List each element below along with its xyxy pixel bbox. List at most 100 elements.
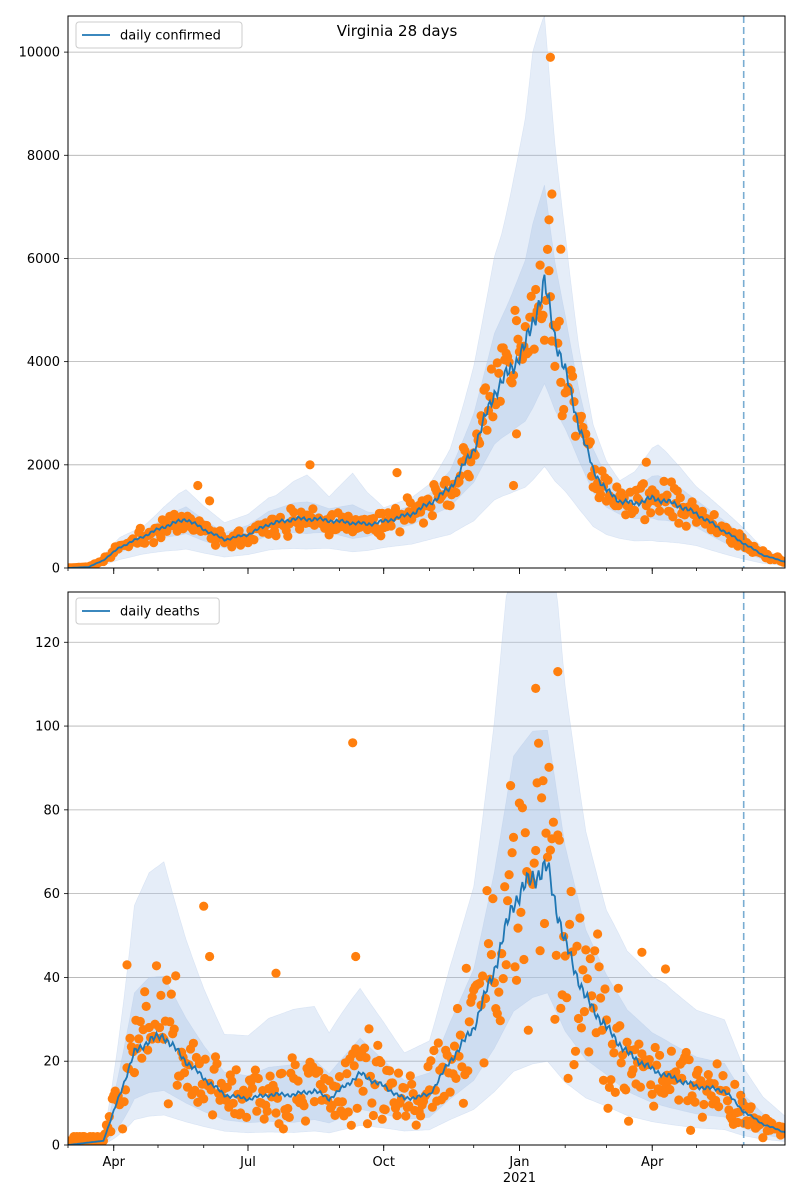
- xtick-label: Oct: [372, 1155, 394, 1170]
- deaths-plot-area: [68, 592, 785, 1145]
- confirmed-data-point: [205, 496, 215, 506]
- deaths-data-point: [359, 1043, 370, 1053]
- confirmed-data-point: [638, 479, 649, 489]
- confirmed-data-point: [675, 493, 685, 503]
- deaths-data-point: [165, 1017, 175, 1027]
- confirmed-data-point: [510, 305, 520, 315]
- deaths-data-point: [637, 947, 647, 957]
- confirmed-data-point: [681, 521, 691, 531]
- deaths-data-point: [278, 1124, 288, 1134]
- deaths-data-point: [182, 1082, 193, 1092]
- deaths-data-point: [674, 1095, 684, 1105]
- deaths-data-point: [210, 1052, 221, 1062]
- confirmed-data-point: [629, 505, 640, 515]
- deaths-data-point: [587, 991, 597, 1001]
- deaths-data-point: [519, 954, 529, 965]
- deaths-data-point: [118, 1124, 128, 1134]
- deaths-data-point: [199, 901, 209, 911]
- deaths-model-line: [68, 858, 785, 1145]
- deaths-data-point: [628, 1065, 638, 1075]
- confirmed-data-point: [568, 371, 578, 381]
- confirmed-data-point: [646, 508, 656, 518]
- deaths-data-point: [650, 1042, 660, 1053]
- deaths-data-point: [265, 1071, 275, 1081]
- deaths-ytick-label: 20: [43, 1055, 60, 1070]
- deaths-data-point: [433, 1038, 443, 1048]
- confirmed-data-point: [455, 471, 465, 481]
- deaths-data-point: [510, 962, 520, 972]
- confirmed-data-point: [641, 457, 651, 467]
- confirmed-data-point: [535, 260, 545, 270]
- deaths-data-point: [584, 1047, 594, 1057]
- deaths-data-point: [541, 828, 551, 838]
- deaths-data-point: [385, 1066, 395, 1076]
- deaths-data-point: [624, 1116, 634, 1126]
- confirmed-data-point: [531, 284, 541, 295]
- deaths-data-point: [495, 1016, 505, 1026]
- deaths-data-point: [660, 964, 671, 974]
- deaths-data-point: [607, 1039, 618, 1049]
- deaths-axes-frame: [67, 591, 786, 1146]
- deaths-data-point: [553, 667, 563, 677]
- deaths-data-point: [520, 828, 530, 838]
- deaths-data-point: [516, 907, 526, 918]
- deaths-data-point: [227, 1076, 237, 1086]
- confirmed-data-point: [395, 527, 405, 537]
- confirmed-data-point: [140, 538, 150, 548]
- deaths-data-point: [393, 1068, 404, 1078]
- deaths-data-point: [613, 983, 623, 993]
- deaths-data-point: [635, 1082, 646, 1092]
- confirmed-data-point: [511, 316, 522, 326]
- deaths-ytick-label: 100: [35, 720, 60, 735]
- deaths-data-point: [492, 1009, 502, 1019]
- deaths-data-point: [259, 1114, 269, 1124]
- confirmed-data-point: [470, 450, 480, 460]
- deaths-data-point: [377, 1114, 387, 1124]
- deaths-data-point: [271, 968, 281, 978]
- deaths-data-point: [655, 1050, 665, 1060]
- deaths-data-point: [388, 1078, 398, 1088]
- deaths-data-point: [684, 1055, 694, 1065]
- deaths-data-point: [537, 793, 547, 803]
- deaths-data-point: [581, 945, 591, 955]
- deaths-data-point: [600, 984, 610, 994]
- confirmed-data-point: [569, 397, 579, 407]
- deaths-data-point: [539, 918, 550, 929]
- daily-deaths-panel: 0 20 40 60 80 100 120 Apr Jul Oct Jan Apr 2021 daily …: [35, 591, 786, 1186]
- confirmed-ytick-label: 10000: [19, 46, 60, 61]
- deaths-data-point: [622, 1037, 632, 1047]
- deaths-data-point: [200, 1054, 210, 1064]
- deaths-data-point: [299, 1101, 309, 1111]
- deaths-data-point: [563, 1073, 573, 1083]
- confirmed-data-point: [596, 489, 606, 499]
- deaths-data-point: [646, 1080, 656, 1090]
- deaths-data-point: [486, 950, 496, 960]
- confirmed-data-point: [441, 475, 451, 485]
- deaths-data-point: [405, 1071, 415, 1081]
- confirmed-data-point: [709, 509, 719, 520]
- confirmed-data-point: [423, 494, 433, 504]
- deaths-data-point: [478, 971, 488, 981]
- confirmed-data-point: [451, 487, 461, 498]
- deaths-data-point: [449, 1041, 460, 1051]
- legend-label: daily confirmed: [120, 29, 221, 44]
- deaths-data-point: [501, 960, 511, 970]
- deaths-data-point: [290, 1060, 300, 1070]
- deaths-data-point: [141, 1001, 151, 1012]
- deaths-data-point: [166, 989, 176, 999]
- deaths-data-point: [644, 1055, 654, 1065]
- confirmed-data-point: [545, 52, 556, 62]
- xtick-label: Apr: [641, 1155, 664, 1170]
- deaths-data-point: [511, 975, 522, 985]
- deaths-data-point: [464, 1017, 474, 1027]
- confirmed-data-point: [507, 378, 517, 388]
- deaths-data-point: [380, 1105, 390, 1115]
- deaths-data-point: [483, 939, 494, 949]
- deaths-data-point: [151, 961, 162, 971]
- confirmed-data-point: [668, 511, 678, 522]
- deaths-data-point: [504, 870, 514, 880]
- deaths-data-point: [284, 1112, 294, 1122]
- deaths-data-point: [507, 848, 517, 858]
- deaths-data-point: [534, 738, 544, 748]
- deaths-data-point: [334, 1072, 345, 1082]
